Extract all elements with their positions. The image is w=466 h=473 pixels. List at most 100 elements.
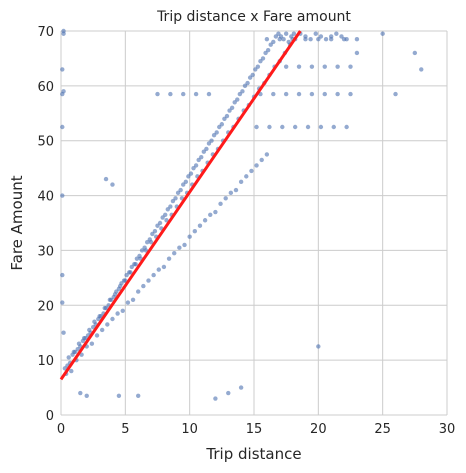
- data-point: [308, 37, 313, 42]
- data-point: [309, 64, 315, 69]
- data-point: [157, 220, 163, 226]
- data-point: [60, 300, 65, 305]
- data-point: [296, 64, 302, 69]
- data-point: [292, 124, 298, 130]
- data-point: [183, 179, 189, 185]
- data-point: [249, 168, 254, 174]
- data-point: [128, 270, 133, 275]
- data-point: [61, 330, 66, 335]
- x-tick-label: 15: [246, 422, 263, 437]
- y-tick-label: 50: [37, 135, 54, 150]
- data-point: [76, 341, 82, 346]
- data-point: [199, 154, 204, 160]
- y-tick-label: 30: [37, 244, 54, 259]
- data-point: [211, 133, 217, 138]
- data-point: [331, 124, 336, 130]
- data-point: [242, 83, 248, 89]
- data-point: [303, 37, 308, 42]
- data-point: [125, 300, 131, 305]
- data-point: [139, 248, 145, 253]
- data-point: [335, 64, 340, 69]
- data-point: [263, 50, 268, 56]
- data-point: [181, 91, 186, 97]
- data-point: [218, 201, 223, 206]
- data-point: [164, 218, 169, 223]
- data-point: [133, 261, 138, 267]
- data-point: [103, 176, 109, 182]
- data-point: [271, 91, 276, 97]
- x-axis-label: Trip distance: [205, 445, 301, 463]
- regression-line: [59, 30, 302, 381]
- data-point: [240, 89, 245, 94]
- data-point: [105, 322, 110, 327]
- data-point: [222, 116, 227, 121]
- data-point: [348, 91, 353, 97]
- data-point: [245, 80, 250, 86]
- data-point: [344, 124, 349, 130]
- data-point: [150, 231, 155, 237]
- data-point: [258, 58, 263, 64]
- data-point: [419, 67, 424, 72]
- data-point: [271, 39, 276, 45]
- data-point: [244, 174, 249, 179]
- data-point: [273, 34, 279, 39]
- data-point: [110, 182, 115, 187]
- y-tick-label: 70: [37, 25, 54, 40]
- x-tick-label: 0: [57, 422, 65, 437]
- data-point: [226, 390, 231, 396]
- data-point: [60, 272, 65, 278]
- data-point: [283, 91, 289, 97]
- data-point: [227, 108, 232, 113]
- data-point: [181, 182, 186, 187]
- data-point: [206, 141, 212, 146]
- data-point: [283, 31, 289, 36]
- grid-lines: [60, 30, 448, 416]
- data-point: [71, 349, 77, 355]
- data-point: [165, 207, 170, 212]
- data-point: [134, 256, 140, 261]
- data-point: [316, 344, 321, 349]
- data-point: [202, 218, 208, 223]
- data-point: [89, 341, 95, 346]
- data-point: [322, 64, 327, 69]
- data-point: [148, 240, 154, 245]
- data-point: [61, 31, 66, 36]
- data-point: [102, 305, 107, 311]
- data-point: [259, 157, 264, 163]
- data-point: [166, 256, 172, 261]
- data-point: [145, 240, 150, 245]
- data-point: [170, 198, 176, 204]
- data-point: [204, 146, 209, 152]
- data-point: [112, 292, 118, 297]
- x-tick-label: 30: [439, 422, 456, 437]
- data-point: [120, 308, 125, 313]
- data-point: [84, 393, 89, 398]
- data-point: [152, 229, 158, 234]
- data-point: [201, 149, 207, 154]
- data-point: [253, 67, 258, 72]
- data-point: [62, 366, 68, 371]
- data-point: [116, 393, 122, 398]
- data-point: [268, 42, 273, 47]
- data-point: [228, 190, 234, 196]
- data-point: [217, 124, 222, 130]
- data-point: [160, 215, 165, 220]
- data-point: [156, 267, 161, 272]
- data-point: [412, 50, 418, 56]
- data-point: [187, 234, 192, 239]
- data-point: [267, 124, 272, 130]
- data-point: [335, 91, 340, 97]
- data-point: [163, 212, 168, 217]
- data-point: [354, 50, 360, 56]
- data-point: [318, 34, 324, 39]
- data-point: [213, 209, 218, 215]
- data-point: [255, 64, 261, 69]
- data-point: [341, 37, 347, 42]
- data-point: [281, 37, 286, 42]
- data-point: [305, 124, 311, 130]
- data-point: [78, 390, 83, 396]
- chart-title: Trip distance x Fare amount: [156, 9, 351, 25]
- data-point: [155, 223, 160, 228]
- data-point: [196, 157, 201, 163]
